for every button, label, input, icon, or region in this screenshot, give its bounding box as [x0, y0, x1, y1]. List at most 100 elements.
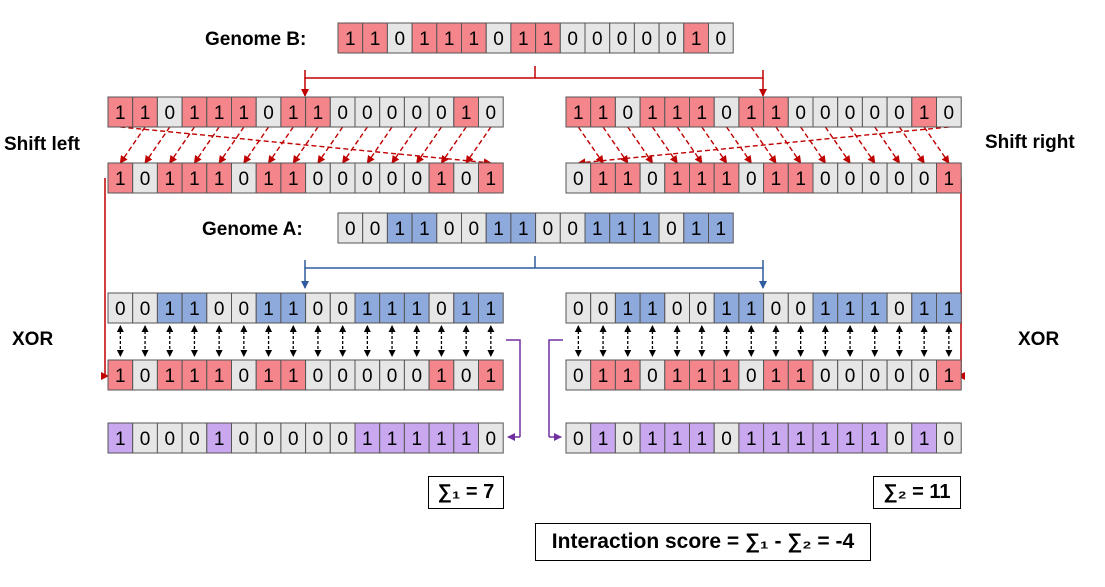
bit-value: 1 [263, 366, 274, 387]
bit-cell [428, 162, 455, 194]
bit-value: 1 [598, 169, 609, 190]
bit-cell [812, 422, 839, 454]
bit-value: 1 [672, 169, 683, 190]
bit-value: 0 [313, 429, 324, 450]
bit-cell [181, 292, 208, 324]
bit-cell [639, 162, 666, 194]
bit-cell [886, 96, 913, 128]
bit-cell [639, 422, 666, 454]
bit-value: 0 [444, 219, 455, 240]
bit-value: 1 [543, 29, 554, 50]
genome-a-label: Genome A: [202, 219, 303, 240]
bit-value: 1 [820, 299, 831, 320]
bit-cell [280, 96, 307, 128]
bit-cell [713, 96, 740, 128]
bit-value: 1 [461, 103, 472, 124]
bit-value: 1 [672, 103, 683, 124]
bit-cell [453, 162, 479, 194]
bit-cell [812, 359, 839, 391]
xor-right-label: XOR [1018, 329, 1059, 350]
shift-arrow [676, 126, 703, 164]
bit-cell [658, 22, 685, 54]
bit-cell [510, 212, 537, 244]
bit-value: 0 [622, 103, 633, 124]
bit-cell [181, 162, 208, 194]
bit-value: 0 [164, 429, 175, 450]
bit-value: 0 [461, 366, 472, 387]
bit-value: 1 [288, 299, 299, 320]
bit-value: 0 [721, 103, 732, 124]
bit-value: 0 [845, 169, 856, 190]
bit-value: 0 [140, 299, 151, 320]
bit-value: 0 [411, 169, 422, 190]
bit-value: 0 [622, 429, 633, 450]
bit-value: 1 [518, 219, 529, 240]
bit-cell [812, 292, 839, 324]
bit-cell [403, 422, 430, 454]
shifted-to-xor-connectors [101, 178, 965, 380]
bit-cell [936, 292, 962, 324]
shift-arrow [725, 126, 752, 164]
bit-rows: 1 1 0 1 1 1 0 1 1 0 0 0 0 0 1 01 1 0 1 1 1 0 1 1 0 0 0 0 0 1 0 1 1 0 1 1 1 0 1… [107, 22, 962, 454]
bit-cell [614, 359, 641, 391]
bit-cell [255, 359, 282, 391]
bit-value: 1 [919, 103, 930, 124]
bit-cell [763, 162, 789, 194]
bit-cell [206, 422, 233, 454]
bit-cell [329, 162, 356, 194]
bit-value: 1 [362, 429, 373, 450]
bit-value: 1 [394, 219, 405, 240]
bit-value: 0 [140, 169, 151, 190]
bit-value: 0 [746, 169, 757, 190]
bit-value: 0 [666, 219, 677, 240]
bit-value: 0 [820, 103, 831, 124]
bit-cell [485, 22, 512, 54]
bit-cell [689, 96, 715, 128]
bit-cell [231, 292, 257, 324]
bit-cell [911, 422, 937, 454]
bit-value: 0 [894, 299, 905, 320]
bit-value: 1 [436, 366, 447, 387]
bit-value: 0 [288, 429, 299, 450]
bit-cell [181, 359, 208, 391]
bit-cell [639, 292, 666, 324]
bit-value: 0 [362, 169, 373, 190]
bit-cell [584, 22, 611, 54]
bit-value: 0 [239, 299, 250, 320]
bit-cell [614, 162, 641, 194]
bit-value: 1 [239, 103, 250, 124]
bit-cell [329, 96, 356, 128]
bit-value: 1 [486, 366, 497, 387]
bit-cell [478, 292, 504, 324]
bit-value: 0 [115, 299, 126, 320]
bit-cell [428, 422, 455, 454]
bit-value: 0 [894, 169, 905, 190]
bit-value: 0 [313, 169, 324, 190]
bit-value: 1 [647, 429, 658, 450]
bit-value: 0 [189, 429, 200, 450]
bit-cell [787, 292, 814, 324]
genome-a-bracket [301, 256, 767, 289]
shift-arrow [416, 126, 443, 164]
bit-value: 1 [721, 299, 732, 320]
bit-cell [713, 422, 740, 454]
bit-value: 0 [795, 299, 806, 320]
shift-arrow [292, 126, 319, 164]
bit-value: 1 [189, 366, 200, 387]
bit-value: 1 [697, 169, 708, 190]
bit-cell [738, 162, 765, 194]
bit-value: 1 [691, 29, 702, 50]
bit-value: 0 [795, 103, 806, 124]
bit-value: 0 [573, 169, 584, 190]
bit-cell [403, 359, 430, 391]
bit-cell [436, 22, 462, 54]
bit-value: 1 [486, 169, 497, 190]
shift-arrow [750, 126, 777, 164]
bit-cell [280, 422, 307, 454]
bit-value: 1 [518, 29, 529, 50]
bit-cell [354, 96, 381, 128]
bit-value: 1 [214, 103, 225, 124]
